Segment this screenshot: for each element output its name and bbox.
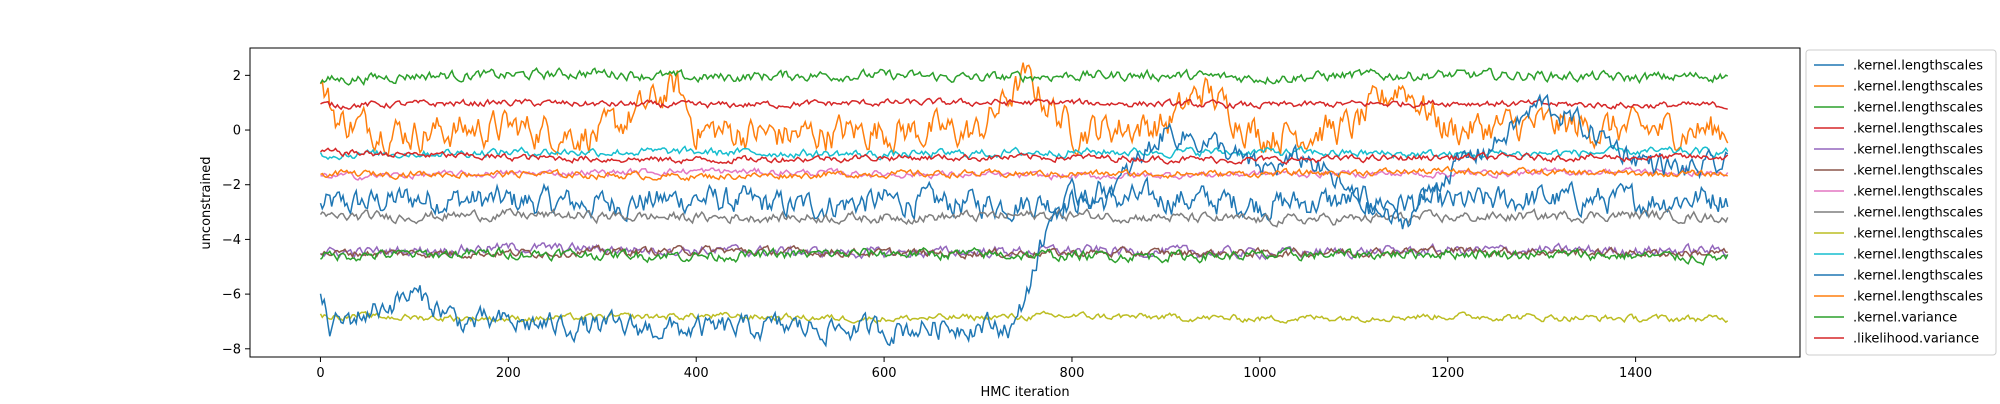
y-axis: −8 −6 −4 −2 0 2 [222, 69, 250, 357]
x-tick-label: 400 [684, 366, 709, 381]
legend-label: .kernel.lengthscales [1853, 248, 1983, 263]
series-layer [319, 62, 1729, 348]
y-tick-label: −6 [222, 288, 241, 303]
series-line-3 [319, 67, 1729, 87]
series-line-13 [320, 246, 1729, 266]
legend-label: .kernel.lengthscales [1853, 290, 1983, 305]
legend-label: .kernel.lengthscales [1853, 143, 1983, 158]
x-axis: 0 200 400 600 800 1000 1200 1400 [316, 357, 1652, 381]
series-line-4 [320, 97, 1728, 111]
x-tick-label: 800 [1060, 366, 1085, 381]
plot-frame [249, 47, 1801, 358]
x-tick-label: 1200 [1431, 366, 1464, 381]
legend-label: .kernel.lengthscales [1853, 122, 1983, 137]
series-line-11 [319, 93, 1729, 348]
legend-label: .kernel.lengthscales [1853, 80, 1983, 95]
legend-frame [1805, 49, 1997, 356]
series-line-1 [319, 176, 1729, 223]
y-axis-label: unconstrained [199, 156, 214, 249]
legend: .kernel.lengthscales .kernel.lengthscales… [1805, 49, 1997, 356]
series-line-12 [320, 165, 1728, 182]
legend-label: .kernel.lengthscales [1853, 227, 1983, 242]
legend-label: .kernel.lengthscales [1853, 164, 1983, 179]
series-line-9 [319, 310, 1729, 324]
legend-label: .kernel.lengthscales [1853, 59, 1983, 74]
series-line-6 [320, 244, 1728, 260]
legend-label: .likelihood.variance [1853, 332, 1979, 347]
series-line-2 [319, 62, 1729, 158]
x-tick-label: 200 [496, 366, 521, 381]
legend-items: .kernel.lengthscales .kernel.lengthscales… [1814, 59, 1983, 347]
legend-label: .kernel.lengthscales [1853, 206, 1983, 221]
legend-label: .kernel.lengthscales [1853, 269, 1983, 284]
legend-label: .kernel.lengthscales [1853, 185, 1983, 200]
x-axis-label: HMC iteration [980, 385, 1069, 400]
x-tick-label: 1000 [1243, 366, 1276, 381]
series-line-14 [320, 147, 1729, 166]
y-tick-label: 2 [233, 69, 241, 84]
x-tick-label: 600 [872, 366, 897, 381]
legend-label: .kernel.variance [1853, 311, 1957, 326]
y-tick-label: −8 [222, 342, 241, 357]
y-tick-label: 0 [233, 124, 241, 139]
legend-label: .kernel.lengthscales [1853, 101, 1983, 116]
y-tick-label: −2 [222, 178, 241, 193]
x-tick-label: 1400 [1619, 366, 1652, 381]
y-tick-label: −4 [222, 233, 241, 248]
x-tick-label: 0 [316, 366, 324, 381]
series-line-8 [319, 207, 1729, 228]
